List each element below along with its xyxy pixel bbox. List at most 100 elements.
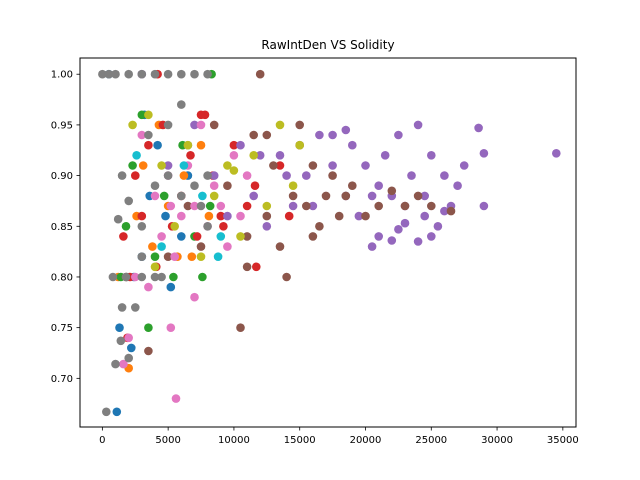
data-point-s7-16 (137, 272, 147, 282)
data-point-s0-9 (161, 211, 170, 221)
data-point-s2-5 (150, 252, 160, 261)
x-tick-label: 30000 (481, 435, 513, 446)
data-point-s8-10 (262, 201, 272, 211)
data-point-s4-48 (420, 211, 430, 221)
x-tick-label: 20000 (350, 435, 382, 446)
data-point-s7-0 (98, 69, 107, 79)
data-point-s4-10 (302, 171, 311, 180)
data-point-s4-44 (282, 171, 291, 180)
data-point-s4-11 (315, 130, 324, 140)
data-point-s2-2 (128, 161, 137, 170)
y-tick-label: 0.75 (51, 323, 73, 334)
data-point-s4-31 (459, 161, 469, 170)
data-point-s4-4 (223, 211, 232, 221)
data-point-s1-4 (148, 242, 157, 251)
data-point-s7-23 (163, 171, 173, 180)
data-point-s7-36 (203, 222, 212, 231)
data-point-s5-26 (374, 201, 384, 211)
data-point-s6-3 (137, 130, 147, 140)
data-point-s3-21 (196, 110, 206, 120)
data-point-s6-16 (216, 201, 226, 211)
data-point-s1-9 (187, 252, 197, 261)
data-point-s6-8 (170, 252, 179, 261)
data-point-s6-21 (166, 323, 176, 333)
data-point-s6-19 (236, 211, 245, 221)
data-point-s9-0 (132, 151, 141, 160)
data-point-s3-18 (284, 211, 294, 221)
data-point-s6-6 (157, 232, 166, 241)
x-axis: 0 5000 10000 15000 20000 25000 30000 35000 (99, 427, 579, 446)
data-point-s6-18 (229, 151, 239, 160)
data-point-s7-7 (177, 69, 186, 79)
data-point-s5-14 (282, 272, 291, 282)
data-point-s8-11 (275, 120, 285, 130)
data-point-s4-43 (255, 151, 265, 160)
data-point-s0-3 (127, 343, 136, 353)
data-point-s7-31 (124, 353, 133, 363)
data-point-s5-12 (269, 161, 278, 170)
data-point-s3-4 (144, 140, 153, 150)
data-point-s5-29 (413, 191, 423, 201)
data-point-s5-27 (387, 186, 397, 196)
data-point-s8-0 (128, 120, 137, 130)
y-tick-label: 0.90 (51, 171, 73, 182)
data-point-s8-4 (183, 140, 193, 150)
data-point-s4-19 (380, 151, 390, 160)
data-point-s3-16 (250, 181, 260, 190)
data-point-s5-31 (446, 206, 456, 216)
data-point-s7-5 (150, 69, 160, 79)
data-point-s0-11 (177, 232, 186, 241)
data-point-s3-10 (192, 232, 202, 241)
data-point-s5-33 (242, 232, 252, 241)
data-point-s5-4 (196, 242, 206, 251)
x-tick-label: 0 (99, 435, 105, 446)
data-point-s7-32 (116, 336, 126, 346)
x-tick-label: 10000 (218, 435, 250, 446)
data-point-s5-28 (400, 201, 410, 211)
data-point-s2-11 (205, 201, 215, 211)
data-point-s3-15 (242, 201, 252, 211)
x-tick-label: 5000 (155, 435, 180, 446)
chart-title: RawIntDen VS Solidity (261, 38, 394, 52)
data-point-s5-9 (249, 130, 258, 140)
y-axis: 0.70 0.75 0.80 0.85 0.90 0.95 1.00 (51, 70, 80, 385)
data-point-s7-12 (111, 359, 120, 369)
data-point-s7-26 (203, 171, 212, 180)
data-point-s4-32 (474, 123, 483, 133)
data-point-s3-22 (216, 211, 226, 221)
data-point-s5-23 (341, 191, 351, 201)
data-point-s6-0 (119, 359, 128, 369)
data-point-s4-23 (407, 171, 416, 180)
data-point-s4-1 (163, 161, 173, 170)
data-point-s4-14 (348, 140, 357, 150)
data-point-s7-4 (137, 69, 147, 79)
data-point-s5-2 (163, 252, 173, 261)
plot-frame (79, 57, 577, 428)
data-point-s5-17 (302, 201, 311, 211)
data-point-s6-20 (242, 171, 252, 180)
data-point-s7-18 (113, 214, 123, 224)
data-point-s4-40 (427, 232, 436, 241)
data-point-s8-8 (236, 232, 245, 241)
data-point-s6-12 (190, 292, 199, 302)
data-point-s2-10 (198, 272, 207, 282)
data-point-s4-34 (479, 201, 489, 211)
data-point-s0-10 (166, 282, 176, 292)
data-point-s7-30 (157, 272, 166, 282)
data-point-s7-11 (108, 272, 118, 282)
data-point-s4-5 (236, 140, 245, 150)
data-point-s8-14 (150, 262, 160, 272)
data-point-s5-8 (242, 262, 252, 272)
data-point-s3-13 (219, 222, 228, 231)
data-point-s2-1 (121, 222, 131, 231)
data-point-s6-9 (171, 394, 181, 403)
data-point-s3-14 (229, 140, 239, 150)
data-point-s7-6 (163, 69, 173, 79)
data-point-s4-39 (413, 237, 423, 246)
data-point-s7-13 (117, 303, 127, 312)
data-point-s8-2 (157, 161, 166, 170)
data-point-s4-15 (354, 211, 364, 221)
data-point-s6-17 (223, 242, 232, 251)
data-point-s7-19 (117, 171, 127, 180)
